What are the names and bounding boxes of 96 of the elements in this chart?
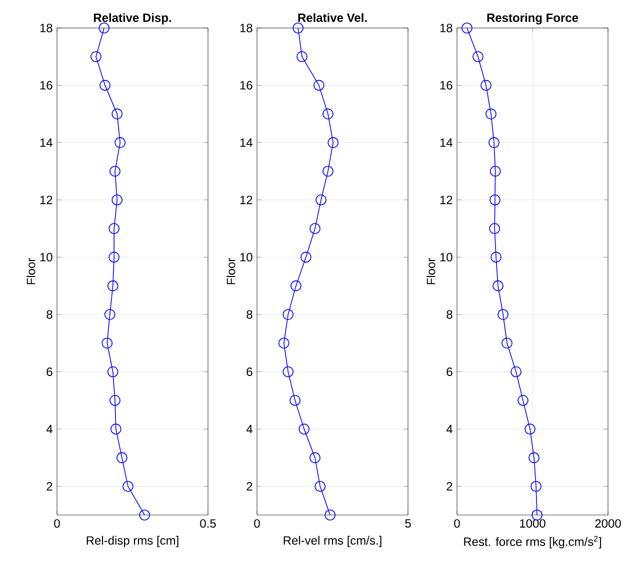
y-tick-label: 8 [246, 310, 252, 319]
y-tick-label: 10 [240, 252, 252, 262]
point [300, 252, 312, 263]
point [110, 424, 122, 434]
point [107, 280, 118, 292]
point [112, 194, 122, 206]
point [498, 309, 508, 320]
point [490, 252, 502, 263]
y-tick-label: 14 [240, 138, 252, 147]
point [112, 108, 122, 120]
point [116, 452, 128, 464]
point [488, 137, 500, 148]
point [114, 137, 126, 148]
point [98, 22, 110, 34]
point [314, 480, 326, 492]
y-tick-label: 16 [40, 81, 52, 90]
y-axis-title: Floor [26, 258, 36, 284]
y-tick-label: 8 [446, 310, 452, 319]
y-tick-label: 18 [440, 24, 452, 32]
x-tick-label: 0 [254, 519, 260, 528]
point [282, 309, 294, 320]
point [298, 424, 310, 434]
point [510, 366, 522, 378]
y-tick-label: 2 [446, 482, 452, 491]
x-axis-title: Rel-disp rms [cm] [86, 536, 178, 548]
point [290, 280, 302, 292]
point [492, 280, 504, 292]
point [110, 166, 120, 177]
point [314, 80, 324, 91]
y-tick-label: 4 [46, 424, 52, 434]
y-tick-label: 10 [40, 252, 52, 262]
point [490, 166, 501, 177]
point [489, 223, 500, 234]
point [322, 108, 334, 120]
x-tick-label: 0 [454, 519, 460, 528]
y-axis-title: Floor [226, 258, 236, 284]
point [108, 223, 120, 234]
point [107, 366, 118, 378]
point [480, 80, 492, 91]
point [530, 480, 542, 492]
x-axis-title: Rest. force rms [kg.cm/s$^{2}$] [464, 536, 602, 548]
y-tick-label: 4 [446, 424, 452, 434]
y-tick-label: 12 [40, 196, 52, 204]
point [316, 194, 326, 206]
x-tick-label: 1000 [520, 519, 546, 528]
point [518, 395, 528, 406]
y-tick-label: 4 [246, 424, 252, 434]
x-tick-label: 0.5 [200, 519, 216, 528]
point [90, 51, 102, 62]
y-tick-label: 14 [440, 138, 452, 147]
y-tick-label: 2 [46, 482, 52, 491]
chart-title: Relative Disp. [94, 13, 172, 24]
y-tick-label: 6 [246, 368, 252, 376]
point [322, 166, 334, 177]
y-tick-label: 16 [240, 81, 252, 90]
x-tick-label: 2000 [595, 519, 621, 528]
y-tick-label: 10 [440, 252, 452, 262]
point [110, 395, 120, 406]
y-tick-label: 12 [440, 196, 452, 204]
point [100, 80, 110, 91]
x-tick-label: 5 [405, 519, 411, 528]
point [328, 137, 339, 148]
y-tick-label: 6 [46, 368, 52, 376]
y-tick-label: 18 [40, 24, 52, 32]
chart-title: Relative Vel. [298, 13, 367, 22]
y-tick-label: 18 [240, 24, 252, 32]
point [490, 194, 500, 206]
y-tick-label: 12 [240, 196, 252, 204]
point [278, 338, 290, 349]
point [472, 51, 484, 62]
point [310, 452, 320, 464]
y-tick-label: 16 [440, 81, 452, 90]
point [290, 395, 300, 406]
point [122, 480, 134, 492]
point [292, 22, 304, 34]
point [462, 22, 472, 34]
point [104, 309, 116, 320]
point [282, 366, 294, 378]
point [502, 338, 512, 349]
x-tick-label: 0 [54, 519, 60, 528]
chart-title: Restoring Force [487, 13, 578, 24]
y-tick-label: 6 [446, 368, 452, 376]
point [102, 338, 113, 349]
x-axis-title: Rel-vel rms [cm/s.] [284, 536, 382, 548]
y-tick-label: 8 [46, 310, 52, 319]
point [108, 252, 120, 263]
point [139, 510, 150, 520]
y-tick-label: 2 [246, 482, 252, 491]
point [296, 51, 308, 62]
y-tick-label: 14 [40, 138, 52, 147]
point [324, 510, 336, 520]
point [528, 452, 540, 464]
y-axis-title: Floor [426, 258, 436, 284]
point [524, 424, 536, 434]
point [486, 108, 496, 120]
point [310, 223, 320, 234]
